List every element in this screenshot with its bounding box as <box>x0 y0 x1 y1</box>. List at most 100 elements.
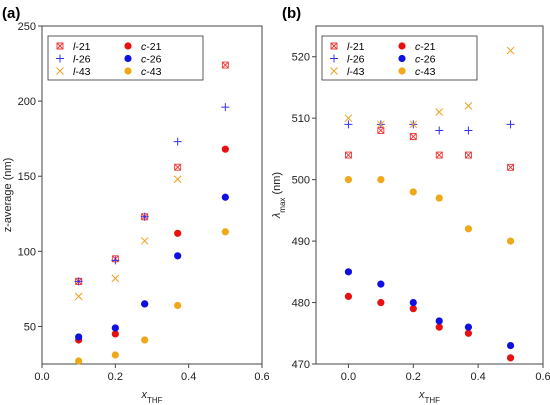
data-point <box>140 212 149 221</box>
x-tick-label: 0.6 <box>254 371 269 383</box>
legend-marker <box>124 42 132 50</box>
data-point <box>377 280 385 288</box>
x-tick-label: 0.4 <box>470 371 485 383</box>
data-point <box>506 237 515 245</box>
legend-marker <box>330 42 338 50</box>
y-tick-label: 250 <box>18 21 36 33</box>
legend: l-21l-26l-43 c-21c-26c-43 <box>321 35 478 81</box>
plot-frame <box>315 25 544 365</box>
data-point <box>435 194 443 202</box>
y-tick-label: 480 <box>292 298 310 310</box>
legend-entry: l-43 <box>73 66 91 78</box>
data-point <box>344 268 353 276</box>
legend-marker <box>56 42 64 50</box>
data-point <box>111 330 119 338</box>
data-point <box>464 329 473 337</box>
data-point <box>506 120 515 129</box>
data-point <box>435 126 444 135</box>
data-point <box>173 175 182 184</box>
y-tick-label: 500 <box>292 175 310 187</box>
data-point <box>409 133 417 141</box>
y-axis-label: λmax (nm) <box>271 172 287 219</box>
y-axis-label: z-average (nm) <box>2 158 14 233</box>
legend-entry: l-26 <box>73 54 91 66</box>
x-axis-label: xTHF <box>140 389 162 405</box>
legend-entry: c-26 <box>141 54 162 66</box>
x-tick-label: 0.0 <box>34 371 49 383</box>
legend-marker <box>56 67 64 75</box>
legend-entry: c-21 <box>141 41 162 53</box>
data-point <box>464 225 473 233</box>
data-point <box>141 336 149 344</box>
data-point <box>506 46 515 55</box>
data-point <box>173 137 182 146</box>
data-point <box>111 256 120 265</box>
data-point <box>377 298 385 307</box>
data-point <box>174 163 182 171</box>
y-tick-label: 490 <box>292 236 310 248</box>
chart-panel-0: (a) 0.0 0.2 0.4 0.6 50 100 150 200 250 xTHF z-avera… <box>2 5 270 405</box>
data-point <box>377 127 385 134</box>
data-point <box>221 103 230 112</box>
data-point <box>221 228 229 236</box>
legend: l-21l-26l-43 c-21c-26c-43 <box>47 35 204 81</box>
data-point <box>435 323 443 331</box>
series-c-21 <box>75 145 229 344</box>
series-c-43 <box>75 228 229 365</box>
legend-marker <box>124 54 132 63</box>
data-point <box>344 114 353 123</box>
y-tick-label: 470 <box>292 359 310 371</box>
legend-marker <box>124 67 132 75</box>
legend-entry: l-21 <box>347 41 365 53</box>
legend-entry: c-21 <box>415 41 436 53</box>
y-tick-label: 200 <box>18 96 36 108</box>
series-c-26 <box>344 268 515 350</box>
data-point <box>344 151 352 159</box>
x-tick-label: 0.2 <box>108 371 123 383</box>
legend-marker <box>398 67 406 75</box>
x-tick-label: 0.6 <box>535 371 550 383</box>
data-point <box>507 163 515 171</box>
x-tick-label: 0.0 <box>341 371 356 383</box>
data-point <box>377 176 385 184</box>
data-point <box>221 193 229 201</box>
data-point <box>464 126 473 135</box>
data-point <box>75 333 83 341</box>
data-point <box>140 236 149 245</box>
data-point <box>111 274 120 283</box>
y-tick-label: 510 <box>292 113 310 125</box>
x-axis-label: xTHF <box>418 389 440 405</box>
series-l-43 <box>74 175 182 301</box>
data-point <box>464 323 473 331</box>
data-point <box>344 176 353 184</box>
data-point <box>74 277 83 286</box>
data-point <box>174 301 182 310</box>
legend-marker <box>330 67 338 75</box>
legend-entry: l-26 <box>347 54 365 66</box>
series-c-26 <box>75 193 229 341</box>
data-point <box>464 151 472 159</box>
data-point <box>111 351 119 359</box>
series-l-26 <box>74 103 230 286</box>
data-point <box>174 252 182 260</box>
legend-entry: l-43 <box>347 66 365 78</box>
y-tick-label: 50 <box>24 321 36 333</box>
x-tick-label: 0.2 <box>406 371 421 383</box>
series-c-43 <box>344 176 515 245</box>
data-point <box>435 108 444 116</box>
legend-entry: c-43 <box>415 66 436 78</box>
data-point <box>75 357 83 365</box>
data-point <box>506 354 515 362</box>
data-point <box>174 229 182 237</box>
legend-marker <box>56 54 64 63</box>
data-point <box>221 145 229 153</box>
series-l-21 <box>75 61 229 285</box>
plot-frame <box>41 25 263 365</box>
data-point <box>409 298 417 307</box>
legend-entry: l-21 <box>73 41 91 53</box>
x-tick-label: 0.4 <box>181 371 196 383</box>
legend-entry: c-26 <box>415 54 436 66</box>
series-l-21 <box>344 127 515 171</box>
legend-entry: c-43 <box>141 66 162 78</box>
